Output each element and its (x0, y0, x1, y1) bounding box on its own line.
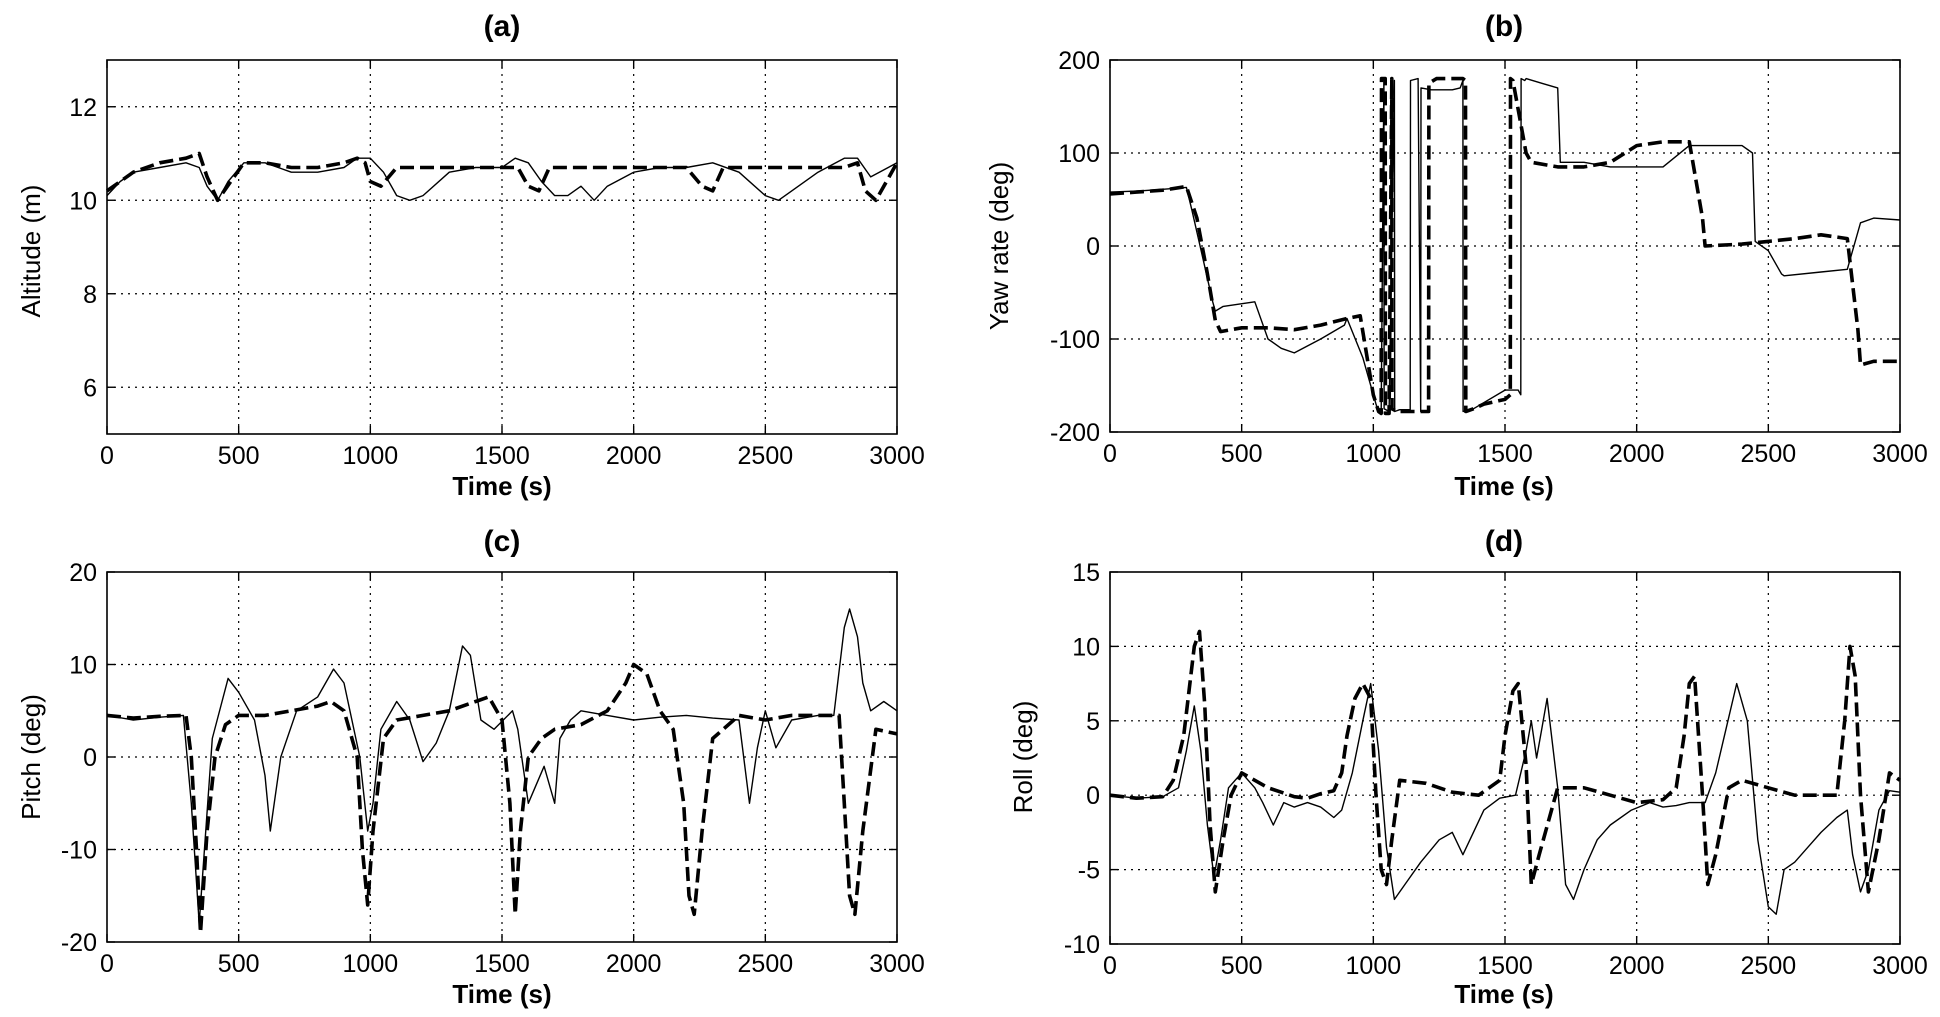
series-dashed-line (1109, 629, 1902, 894)
x-tick-label: 2000 (606, 442, 662, 470)
series-dashed-line (106, 662, 898, 935)
panel-title: (c) (484, 525, 521, 558)
x-axis-label: Time (s) (452, 471, 551, 501)
panel-c: (c) Pitch (deg) Time (s) 0 500 1000 1500 200… (16, 525, 925, 1009)
y-tick-label: 100 (1058, 140, 1100, 168)
y-tick-label: 10 (1072, 633, 1100, 661)
series-dashed-line (105, 151, 899, 203)
x-axis-label: Time (s) (1454, 471, 1553, 501)
y-tick-label: 8 (83, 281, 97, 309)
x-tick-label: 3000 (869, 950, 925, 978)
y-tick-label: 0 (83, 744, 97, 772)
plot-area (107, 60, 897, 434)
x-tick-label: 0 (100, 950, 114, 978)
panel-title: (d) (1485, 525, 1523, 558)
y-axis-label: Yaw rate (deg) (984, 162, 1014, 331)
y-tick-label: -200 (1050, 419, 1100, 447)
x-tick-label: 1500 (474, 950, 530, 978)
x-tick-label: 2500 (1741, 952, 1797, 980)
x-tick-label: 2000 (1609, 952, 1665, 980)
series-solid-line (1109, 682, 1901, 915)
x-tick-label: 2000 (1609, 440, 1665, 468)
x-tick-label: 1000 (343, 442, 399, 470)
x-tick-label: 1000 (1346, 952, 1402, 980)
y-tick-label: -5 (1078, 857, 1100, 885)
y-tick-label: 10 (69, 187, 97, 215)
y-tick-label: 200 (1058, 47, 1100, 75)
x-tick-label: 0 (1103, 952, 1117, 980)
panel-b: (b) Yaw rate (deg) Time (s) 0 500 1000 1500… (984, 10, 1928, 501)
y-tick-label: 0 (1086, 233, 1100, 261)
panel-a: (a) Altitude (m) Time (s) 0 500 1000 1500 20… (16, 10, 925, 501)
x-tick-label: 2500 (1741, 440, 1797, 468)
y-tick-label: 10 (69, 652, 97, 680)
series-solid-line (106, 157, 898, 201)
series-dashed-line (1109, 76, 1900, 416)
x-tick-label: 1500 (1477, 952, 1533, 980)
x-axis-label: Time (s) (1454, 979, 1553, 1009)
plot-area (107, 572, 897, 942)
panel-d: (d) Roll (deg) Time (s) 0 500 1000 1500 2000… (1008, 525, 1928, 1009)
x-tick-label: 0 (100, 442, 114, 470)
y-tick-label: -10 (61, 837, 97, 865)
x-tick-label: 500 (1221, 440, 1263, 468)
x-tick-label: 0 (1103, 440, 1117, 468)
y-axis-label: Roll (deg) (1008, 701, 1038, 814)
y-tick-label: 0 (1086, 782, 1100, 810)
y-tick-label: 12 (69, 94, 97, 122)
y-axis-label: Pitch (deg) (16, 694, 46, 820)
y-tick-label: 5 (1086, 708, 1100, 736)
x-tick-label: 1000 (1346, 440, 1402, 468)
x-tick-label: 500 (218, 950, 260, 978)
x-tick-label: 1000 (343, 950, 399, 978)
y-tick-label: -10 (1064, 931, 1100, 959)
y-tick-label: 20 (69, 559, 97, 587)
x-tick-label: 3000 (1872, 440, 1928, 468)
x-tick-label: 1500 (1477, 440, 1533, 468)
y-tick-label: -20 (61, 929, 97, 957)
x-tick-label: 3000 (869, 442, 925, 470)
x-tick-label: 1500 (474, 442, 530, 470)
y-tick-label: 6 (83, 374, 97, 402)
x-tick-label: 2500 (738, 442, 794, 470)
x-tick-label: 500 (1221, 952, 1263, 980)
x-tick-label: 3000 (1872, 952, 1928, 980)
panel-title: (b) (1485, 10, 1523, 43)
x-tick-label: 500 (218, 442, 260, 470)
series-solid-line (106, 608, 898, 925)
y-tick-label: -100 (1050, 326, 1100, 354)
x-tick-label: 2000 (606, 950, 662, 978)
x-tick-label: 2500 (738, 950, 794, 978)
y-axis-label: Altitude (m) (16, 185, 46, 318)
x-axis-label: Time (s) (452, 979, 551, 1009)
y-tick-label: 15 (1072, 559, 1100, 587)
panel-title: (a) (484, 10, 521, 43)
series-solid-line (1109, 77, 1901, 413)
